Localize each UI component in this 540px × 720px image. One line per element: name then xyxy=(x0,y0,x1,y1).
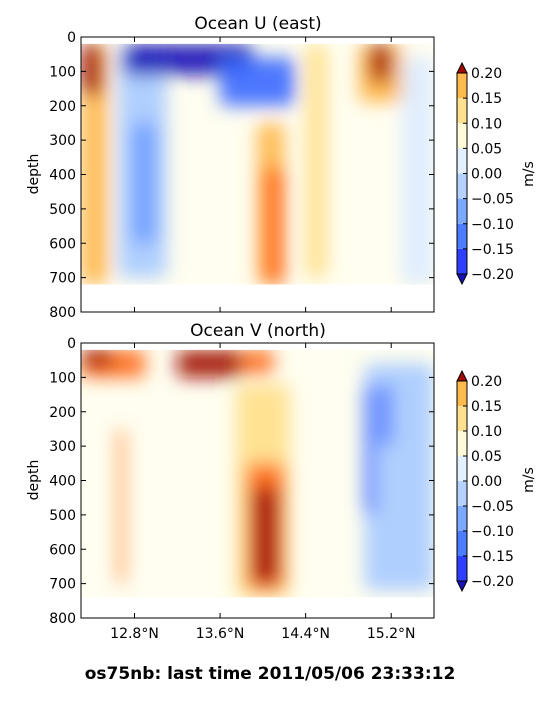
colorbar-tick-label: 0.20 xyxy=(471,66,502,82)
data-feature xyxy=(220,57,295,106)
y-tick-label: 600 xyxy=(49,236,76,252)
colorbar-extend-min xyxy=(456,273,468,286)
colorbar-band xyxy=(457,173,467,199)
colorbar: 0.20 0.15 0.10 0.05 0.00 −0.05 −0.10 −0.15 −0.20 xyxy=(456,369,514,593)
colorbar-band xyxy=(457,123,467,149)
colorbar-tick-label: −0.05 xyxy=(471,192,514,208)
colorbar-tick-label: −0.15 xyxy=(471,242,514,258)
plot-area xyxy=(80,342,435,619)
colorbar-band xyxy=(457,73,467,99)
colorbar-band xyxy=(457,431,467,456)
data-feature xyxy=(262,167,285,285)
colorbar-band xyxy=(457,381,467,406)
colorbar-tick-label: 0.15 xyxy=(471,399,502,415)
colorbar-tick-label: −0.10 xyxy=(471,524,514,540)
colorbar-band xyxy=(457,456,467,481)
panel-ocean-v: Ocean V (north) depth 0 100 200 300 400 500 60… xyxy=(26,321,537,642)
y-tick-label: 400 xyxy=(49,474,76,490)
colorbar-label: m/s xyxy=(521,467,537,493)
colorbar-band xyxy=(457,406,467,431)
y-tick-label: 0 xyxy=(67,336,76,352)
colorbar-band xyxy=(457,481,467,506)
colorbar-tick-label: 0.15 xyxy=(471,91,502,107)
data-feature xyxy=(364,384,376,515)
colorbar-tick-label: 0.10 xyxy=(471,424,502,440)
colorbar-tick-label: −0.10 xyxy=(471,217,514,233)
colorbar-extend-max xyxy=(456,369,468,382)
colorbar-extend-min xyxy=(456,580,468,593)
x-tick-label: 13.6°N xyxy=(196,626,245,642)
y-ticks: 0 100 200 300 400 500 600 700 800 xyxy=(49,30,434,321)
colorbar-band xyxy=(457,556,467,581)
colorbar: 0.20 0.15 0.10 0.05 0.00 −0.05 −0.10 −0.15 −0.20 xyxy=(456,61,514,286)
y-tick-label: 100 xyxy=(49,64,76,80)
chart-title: Ocean U (east) xyxy=(194,14,321,34)
y-axis-label: depth xyxy=(26,154,42,195)
x-tick-label: 15.2°N xyxy=(367,626,416,642)
data-feature xyxy=(401,57,434,285)
y-axis-label: depth xyxy=(26,460,42,501)
colorbar-band xyxy=(457,531,467,556)
data-feature xyxy=(81,43,108,285)
colorbar-tick-label: −0.15 xyxy=(471,549,514,565)
colorbar-tick-label: 0.00 xyxy=(471,167,502,183)
chart-title: Ocean V (north) xyxy=(190,321,326,341)
colorbar-band xyxy=(457,98,467,124)
colorbar-tick-label: 0.00 xyxy=(471,474,502,490)
colorbar-tick-label: 0.05 xyxy=(471,449,502,465)
x-tick-label: 12.8°N xyxy=(110,626,159,642)
x-ticks xyxy=(133,37,392,312)
y-tick-label: 300 xyxy=(49,133,76,149)
data-feature xyxy=(81,43,103,96)
y-ticks: 0 100 200 300 400 500 600 700 800 xyxy=(49,336,434,627)
colorbar-extend-max xyxy=(456,61,468,74)
colorbar-band xyxy=(457,248,467,274)
data-feature xyxy=(81,349,114,368)
colorbar-band xyxy=(457,198,467,224)
data-feature xyxy=(252,487,279,584)
y-tick-label: 400 xyxy=(49,168,76,184)
y-tick-label: 200 xyxy=(49,405,76,421)
figure-caption: os75nb: last time 2011/05/06 23:33:12 xyxy=(84,664,456,684)
data-feature xyxy=(177,349,242,378)
data-feature xyxy=(132,122,156,244)
y-tick-label: 500 xyxy=(49,508,76,524)
y-tick-label: 500 xyxy=(49,202,76,218)
y-tick-label: 100 xyxy=(49,370,76,386)
panel-ocean-u: Ocean U (east) depth 0 100 200 300 400 500 600… xyxy=(26,14,537,321)
colorbar-band xyxy=(457,506,467,531)
data-feature xyxy=(369,43,392,82)
data-feature xyxy=(380,384,392,447)
data-feature xyxy=(305,43,328,278)
y-tick-label: 300 xyxy=(49,439,76,455)
y-tick-label: 0 xyxy=(67,30,76,46)
colorbar-tick-label: 0.10 xyxy=(471,116,502,132)
plot-area xyxy=(80,36,435,313)
colorbar-tick-label: −0.05 xyxy=(471,499,514,515)
data-feature xyxy=(241,349,274,374)
y-tick-label: 800 xyxy=(49,305,76,321)
colorbar-tick-label: 0.05 xyxy=(471,141,502,157)
data-feature xyxy=(118,428,124,584)
x-tick-label: 14.4°N xyxy=(281,626,330,642)
y-tick-label: 700 xyxy=(49,271,76,287)
y-tick-label: 700 xyxy=(49,577,76,593)
colorbar-tick-label: 0.20 xyxy=(471,374,502,390)
colorbar-tick-label: −0.20 xyxy=(471,267,514,283)
y-tick-label: 800 xyxy=(49,611,76,627)
colorbar-label: m/s xyxy=(521,161,537,187)
colorbar-tick-label: −0.20 xyxy=(471,574,514,590)
colorbar-band xyxy=(457,223,467,249)
colorbar-band xyxy=(457,148,467,174)
x-ticks: 12.8°N 13.6°N 14.4°N 15.2°N xyxy=(110,343,416,642)
y-tick-label: 200 xyxy=(49,99,76,115)
y-tick-label: 600 xyxy=(49,542,76,558)
